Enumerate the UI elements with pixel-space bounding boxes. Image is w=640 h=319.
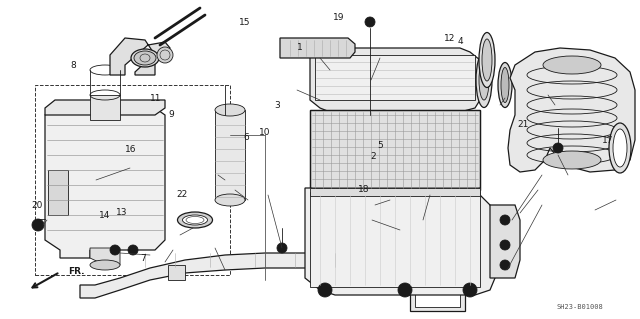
Polygon shape — [45, 100, 165, 115]
Circle shape — [32, 219, 44, 231]
Polygon shape — [110, 38, 170, 75]
Ellipse shape — [476, 53, 492, 108]
Bar — [310, 110, 480, 190]
Circle shape — [365, 17, 375, 27]
Text: 1: 1 — [297, 43, 302, 52]
Bar — [410, 276, 465, 311]
Circle shape — [502, 218, 508, 222]
Text: 10: 10 — [259, 128, 270, 137]
Circle shape — [500, 260, 510, 270]
Ellipse shape — [613, 129, 627, 167]
Text: 18: 18 — [358, 185, 369, 194]
Text: 17: 17 — [602, 136, 614, 145]
Circle shape — [280, 246, 285, 250]
Polygon shape — [45, 108, 165, 258]
Bar — [48, 170, 68, 215]
Ellipse shape — [177, 212, 212, 228]
Ellipse shape — [479, 33, 495, 87]
Polygon shape — [310, 48, 480, 112]
Bar — [90, 95, 120, 120]
Ellipse shape — [134, 51, 156, 65]
Polygon shape — [490, 205, 520, 278]
Text: 21: 21 — [518, 120, 529, 129]
Circle shape — [110, 245, 120, 255]
Circle shape — [402, 287, 408, 293]
Circle shape — [131, 248, 136, 253]
Ellipse shape — [215, 104, 245, 116]
Circle shape — [500, 215, 510, 225]
Ellipse shape — [609, 123, 631, 173]
Text: 12: 12 — [444, 34, 455, 43]
Ellipse shape — [498, 63, 512, 108]
Bar — [310, 188, 480, 196]
Ellipse shape — [131, 49, 159, 67]
Ellipse shape — [90, 260, 120, 270]
Text: 5: 5 — [378, 141, 383, 150]
Circle shape — [555, 145, 561, 151]
Polygon shape — [168, 265, 185, 280]
Polygon shape — [90, 248, 120, 265]
Polygon shape — [80, 248, 440, 298]
Circle shape — [463, 283, 477, 297]
Text: SH23-B01008: SH23-B01008 — [557, 304, 604, 310]
Text: 8: 8 — [71, 61, 76, 70]
Ellipse shape — [215, 194, 245, 206]
Bar — [310, 192, 480, 287]
Polygon shape — [508, 48, 635, 172]
Ellipse shape — [157, 47, 173, 63]
Circle shape — [553, 143, 563, 153]
Text: 4: 4 — [458, 37, 463, 46]
Circle shape — [113, 248, 118, 253]
Text: 2: 2 — [371, 152, 376, 161]
Ellipse shape — [482, 39, 492, 81]
Circle shape — [398, 283, 412, 297]
Text: 22: 22 — [177, 190, 188, 199]
Text: 9: 9 — [169, 110, 174, 119]
Circle shape — [322, 287, 328, 293]
Text: 6: 6 — [244, 133, 249, 142]
Circle shape — [467, 287, 473, 293]
Circle shape — [500, 240, 510, 250]
Bar — [35, 85, 230, 275]
Polygon shape — [305, 188, 495, 295]
Text: 16: 16 — [125, 145, 137, 154]
Ellipse shape — [479, 60, 489, 100]
Circle shape — [502, 263, 508, 268]
Text: 15: 15 — [239, 18, 250, 27]
Circle shape — [128, 245, 138, 255]
Ellipse shape — [543, 151, 601, 169]
Ellipse shape — [543, 56, 601, 74]
Bar — [310, 110, 480, 190]
Text: 14: 14 — [99, 211, 110, 220]
Text: 3: 3 — [275, 101, 280, 110]
Text: 13: 13 — [116, 208, 127, 217]
Ellipse shape — [501, 68, 509, 102]
Text: 7: 7 — [140, 254, 145, 263]
Circle shape — [35, 222, 41, 228]
Bar — [415, 280, 460, 307]
Circle shape — [318, 283, 332, 297]
Polygon shape — [280, 38, 355, 58]
Text: 19: 19 — [333, 13, 345, 22]
Ellipse shape — [182, 215, 207, 225]
Text: 20: 20 — [31, 201, 43, 210]
Text: FR.: FR. — [68, 268, 84, 277]
Circle shape — [277, 243, 287, 253]
Polygon shape — [315, 55, 475, 100]
Circle shape — [502, 242, 508, 248]
Bar — [215, 110, 245, 200]
Text: 11: 11 — [150, 94, 161, 103]
